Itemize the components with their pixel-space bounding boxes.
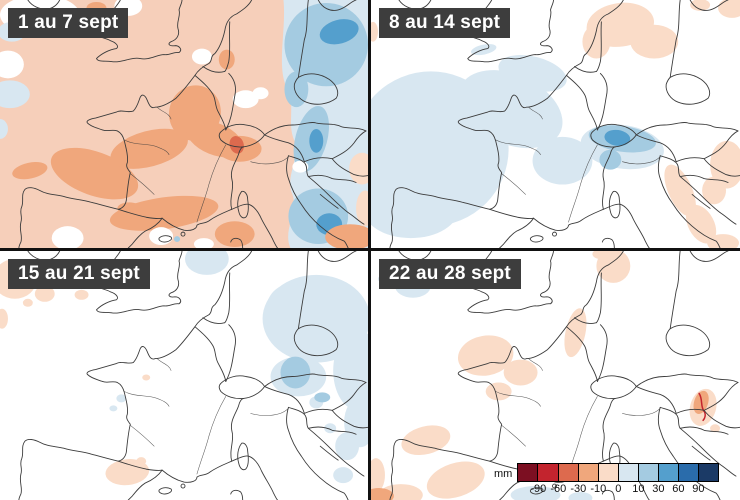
colorbar-cell — [658, 464, 680, 481]
map-week1 — [0, 0, 368, 248]
colorbar-body: -90 -60 -30 -10 0 10 30 60 90 — [517, 463, 720, 496]
colorbar-cell — [558, 464, 579, 481]
anomaly-patches-week3 — [0, 251, 368, 486]
colorbar-tick-label: -60 — [550, 483, 567, 495]
colorbar-tick-label: 0 — [615, 483, 622, 495]
colorbar-cell — [618, 464, 639, 481]
map-panel-week1: 1 au 7 sept — [0, 0, 368, 248]
colorbar-cell — [598, 464, 619, 481]
colorbar-cell — [578, 464, 599, 481]
map-week4 — [371, 251, 740, 500]
colorbar-cells — [517, 463, 720, 482]
colorbar-unit-label: mm — [494, 468, 513, 480]
colorbar-cell — [638, 464, 659, 481]
panel-label-week2: 8 au 14 sept — [379, 8, 511, 38]
map-panel-week3: 15 au 21 sept — [0, 251, 368, 500]
colorbar-tick-label: 60 — [672, 483, 685, 495]
anomaly-patches-week2 — [371, 0, 740, 248]
colorbar-legend: mm -90 -60 -30 -10 0 10 30 60 90 — [494, 463, 720, 496]
colorbar-tick-label: -90 — [530, 483, 547, 495]
panel-label-week3: 15 au 21 sept — [8, 259, 150, 289]
colorbar-tick-label: 90 — [692, 483, 705, 495]
colorbar-tick-label: 30 — [652, 483, 665, 495]
colorbar-cell — [699, 464, 719, 481]
colorbar-tick-label: -30 — [570, 483, 587, 495]
colorbar-tick-label: -10 — [590, 483, 607, 495]
colorbar-tick-label: 10 — [632, 483, 645, 495]
map-week2 — [371, 0, 740, 248]
colorbar-cell — [679, 464, 700, 481]
map-panel-week4: 22 au 28 sept — [371, 251, 740, 500]
map-panel-week2: 8 au 14 sept — [371, 0, 740, 248]
panel-label-week1: 1 au 7 sept — [8, 8, 129, 38]
colorbar-cell — [518, 464, 539, 481]
colorbar-cell — [538, 464, 559, 481]
panel-label-week4: 22 au 28 sept — [379, 259, 521, 289]
anomaly-patches-week4 — [371, 251, 721, 500]
colorbar-tick-labels: -90 -60 -30 -10 0 10 30 60 90 — [517, 482, 719, 496]
map-week3 — [0, 251, 368, 500]
